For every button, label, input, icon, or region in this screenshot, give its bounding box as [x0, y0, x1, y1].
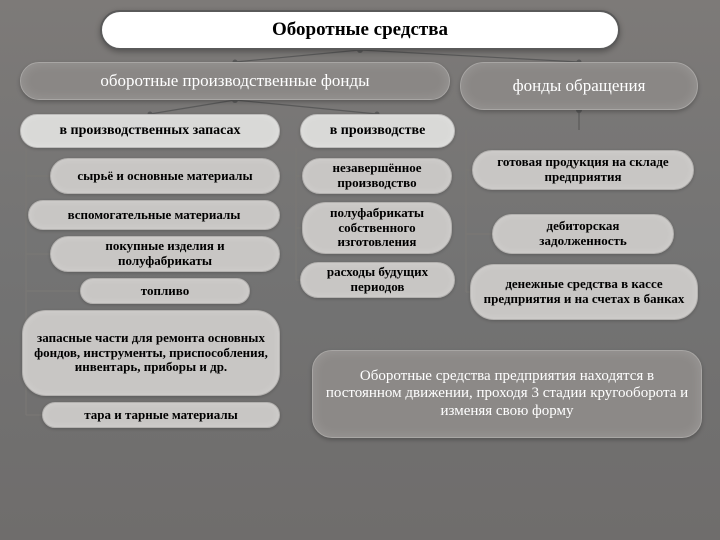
leaf-stocks-5: тара и тарные материалы: [42, 402, 280, 428]
leaf-inprod-2: расходы будущих периодов: [300, 262, 455, 298]
sub-stocks: в производственных запасах: [20, 114, 280, 148]
leaf-inprod-1: полуфабрикаты собственного изготовления: [302, 202, 452, 254]
footer-note-text: Оборотные средства предприятия находятся…: [323, 368, 691, 420]
leaf-circ-1: дебиторская задолженность: [492, 214, 674, 254]
sub-stocks-label: в производственных запасах: [59, 123, 240, 139]
root-node: Оборотные средства: [100, 10, 620, 50]
leaf-circ-0: готовая продукция на складе предприятия: [472, 150, 694, 190]
branch-left-label: оборотные производственные фонды: [100, 71, 369, 91]
branch-right-label: фонды обращения: [513, 76, 646, 96]
branch-right: фонды обращения: [460, 62, 698, 110]
footer-note: Оборотные средства предприятия находятся…: [312, 350, 702, 438]
leaf-stocks-4: запасные части для ремонта основных фонд…: [22, 310, 280, 396]
leaf-stocks-3: топливо: [80, 278, 250, 304]
sub-inprod: в производстве: [300, 114, 455, 148]
leaf-stocks-2: покупные изделия и полуфабрикаты: [50, 236, 280, 272]
root-label: Оборотные средства: [272, 19, 448, 41]
leaf-stocks-0: сырьё и основные материалы: [50, 158, 280, 194]
sub-inprod-label: в производстве: [330, 123, 426, 139]
leaf-stocks-1: вспомогательные материалы: [28, 200, 280, 230]
leaf-circ-2: денежные средства в кассе предприятия и …: [470, 264, 698, 320]
branch-left: оборотные производственные фонды: [20, 62, 450, 100]
leaf-inprod-0: незавершённое производство: [302, 158, 452, 194]
